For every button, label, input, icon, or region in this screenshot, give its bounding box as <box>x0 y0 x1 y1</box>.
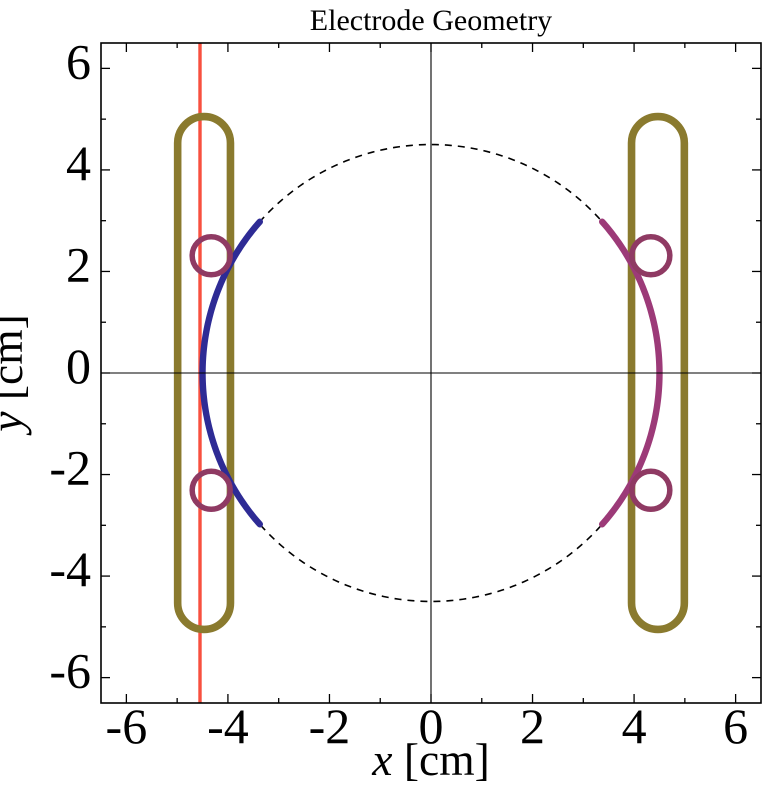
svg-text:Electrode Geometry: Electrode Geometry <box>310 4 552 37</box>
svg-text:0: 0 <box>66 338 91 394</box>
svg-text:-6: -6 <box>49 643 91 699</box>
svg-text:-6: -6 <box>106 698 148 754</box>
svg-text:4: 4 <box>622 698 647 754</box>
svg-text:-2: -2 <box>49 440 91 496</box>
svg-text:-4: -4 <box>49 541 91 597</box>
svg-text:2: 2 <box>66 236 91 292</box>
svg-text:-4: -4 <box>207 698 249 754</box>
svg-text:6: 6 <box>66 33 91 89</box>
svg-text:y [cm]: y [cm] <box>0 314 32 435</box>
svg-text:4: 4 <box>66 135 91 191</box>
svg-text:-2: -2 <box>309 698 351 754</box>
svg-text:6: 6 <box>723 698 748 754</box>
svg-text:x [cm]: x [cm] <box>371 734 489 785</box>
svg-text:2: 2 <box>520 698 545 754</box>
